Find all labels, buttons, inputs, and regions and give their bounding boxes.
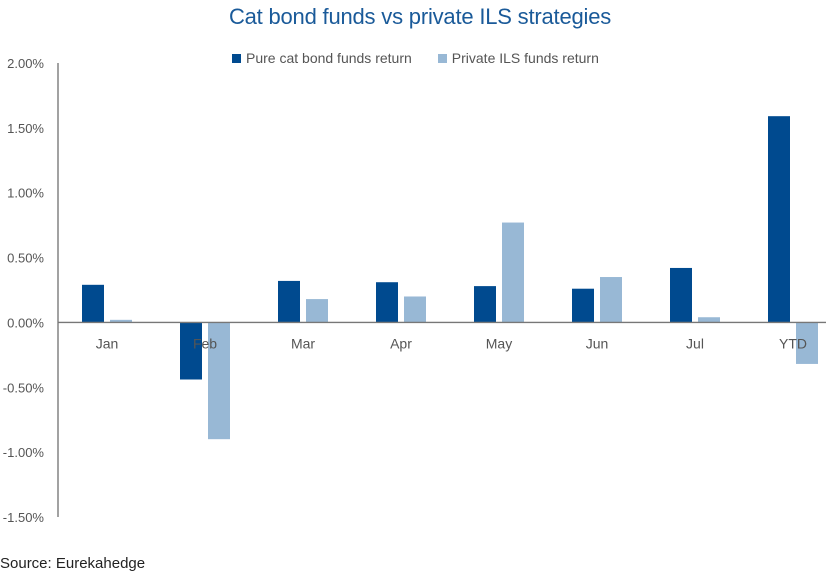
y-tick-label: 1.00% (7, 186, 44, 201)
bar-private-ils-jun (600, 277, 622, 323)
legend-label-cat-bond: Pure cat bond funds return (246, 50, 412, 66)
source-note: Source: Eurekahedge (0, 555, 146, 572)
legend-label-private-ils: Private ILS funds return (451, 50, 599, 66)
bar-cat-bond-jul (670, 267, 692, 323)
legend-item-cat-bond: Pure cat bond funds return (232, 50, 412, 66)
bar-private-ils-mar (306, 299, 328, 323)
y-tick-label: 2.00% (7, 56, 44, 71)
legend: Pure cat bond funds return Private ILS f… (232, 50, 599, 66)
bar-cat-bond-ytd (768, 116, 790, 323)
bar-cat-bond-mar (278, 280, 300, 323)
bar-cat-bond-feb (180, 322, 202, 380)
x-category-label: Jul (686, 335, 704, 351)
bar-private-ils-jan (110, 319, 132, 323)
bar-private-ils-may (502, 222, 524, 323)
y-tick-label: 0.00% (7, 315, 44, 330)
y-tick-label: 0.50% (7, 251, 44, 266)
chart-title: Cat bond funds vs private ILS strategies (228, 4, 612, 29)
x-category-label: Mar (291, 335, 315, 351)
bar-private-ils-apr (404, 296, 426, 323)
y-tick-label: 1.50% (7, 121, 44, 136)
x-category-label: Jan (96, 335, 119, 351)
bar-cat-bond-may (474, 286, 496, 323)
y-tick-label: -1.00% (3, 445, 45, 460)
bar-cat-bond-jan (82, 284, 104, 323)
bar-private-ils-jul (698, 317, 720, 323)
bar-private-ils-feb (208, 322, 230, 440)
bar-cat-bond-jun (572, 288, 594, 323)
bar-cat-bond-apr (376, 282, 398, 323)
x-category-label: Apr (390, 335, 412, 351)
legend-item-private-ils: Private ILS funds return (437, 50, 599, 66)
x-category-label: YTD (779, 335, 807, 351)
legend-swatch-private-ils (437, 53, 447, 63)
legend-swatch-cat-bond (232, 53, 241, 63)
y-tick-label: -0.50% (3, 380, 45, 395)
x-category-label: May (486, 335, 512, 351)
x-category-label: Feb (193, 335, 217, 351)
x-category-label: Jun (586, 335, 609, 351)
bar-private-ils-ytd (796, 322, 818, 364)
y-tick-label: -1.50% (3, 510, 45, 525)
